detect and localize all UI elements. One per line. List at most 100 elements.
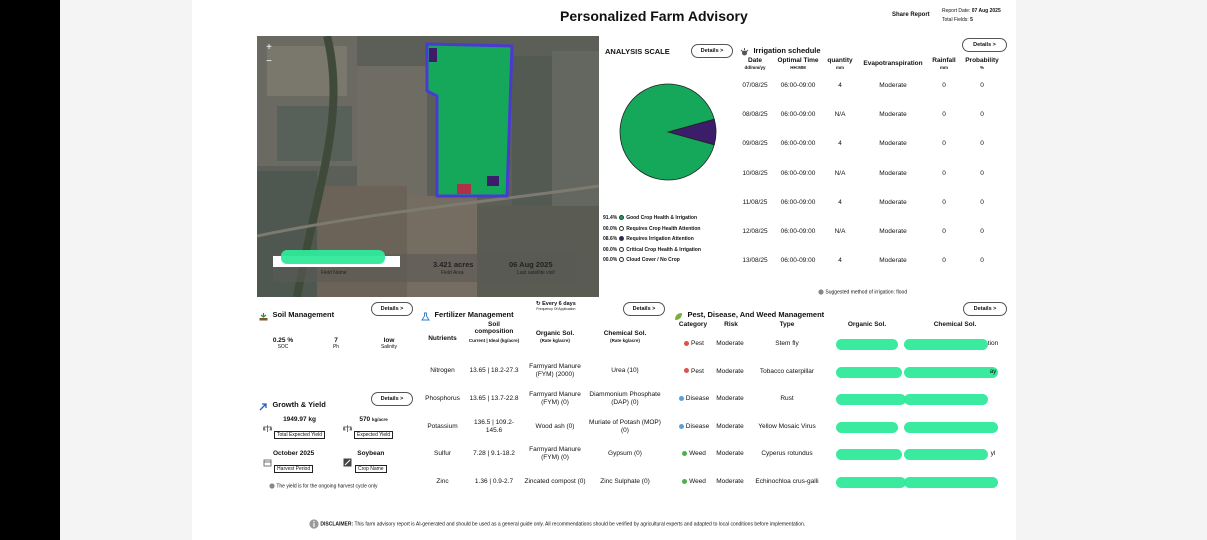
pest-chemical-redacted: [904, 394, 988, 406]
irrigation-cell-prob: 0: [980, 169, 984, 177]
legend-item: 00.0% Cloud Cover / No Crop: [603, 257, 680, 263]
irrigation-cell-time: 06:00-09:00: [780, 169, 816, 177]
yield-note: The yield is for the ongoing harvest cyc…: [269, 483, 377, 489]
irrigation-title: Irrigation schedule: [740, 40, 821, 58]
pest-organic-redacted: [836, 366, 902, 378]
pest-cell-risk: Moderate: [716, 340, 744, 347]
pest-cell-risk: Moderate: [716, 367, 744, 375]
pest-chemical-redacted: [904, 477, 998, 488]
fert-header-chemical: Chemical Sol. (Rate kg/acre): [603, 330, 647, 343]
pest-chemical-tail: ay: [989, 367, 997, 375]
irrigation-cell-date: 10/08/25: [742, 169, 768, 177]
pest-cell-category: Weed: [672, 478, 716, 485]
irrigation-cell-rain: 0: [942, 169, 946, 177]
pest-cell-risk: Moderate: [716, 422, 744, 430]
fertilizer-cell-soil: 13.65 | 18.2-27.3: [469, 367, 519, 374]
irr-header-evap: Evapotranspiration: [863, 60, 923, 67]
analysis-details-button[interactable]: Details >: [691, 44, 733, 58]
fertilizer-cell-soil: 1.36 | 0.9-2.7: [474, 478, 514, 486]
pest-organic-redacted: [836, 449, 902, 461]
satellite-date: 06 Aug 2025: [509, 260, 553, 269]
analysis-legend: 91.4% Good Crop Health & Irrigation 00.0% R…: [603, 213, 701, 266]
irrigation-cell-prob: 0: [980, 257, 984, 265]
report-date: 07 Aug 2025: [971, 8, 1001, 14]
analysis-pie-chart: [619, 83, 717, 181]
pest-cell-type: Yellow Mosaic Virus: [758, 422, 816, 430]
info-icon: [818, 289, 824, 295]
category-dot-icon: [683, 340, 689, 346]
irrigation-details-button[interactable]: Details >: [962, 38, 1007, 52]
calendar-icon: [263, 454, 272, 472]
pest-cell-category: Pest: [672, 340, 716, 347]
legend-item: 00.0% Critical Crop Health & Irrigation: [603, 246, 701, 253]
legend-swatch: [619, 246, 625, 252]
analysis-scale-title: ANALYSIS SCALE: [605, 47, 670, 56]
zoom-out-button[interactable]: −: [266, 56, 272, 67]
legend-item: 91.4% Good Crop Health & Irrigation: [603, 215, 698, 221]
irrigation-cell-time: 06:00-09:00: [780, 82, 816, 89]
fertilizer-cell-soil: 13.65 | 13.7-22.8: [469, 394, 519, 402]
irrigation-cell-evap: Moderate: [879, 228, 907, 235]
irrigation-cell-rain: 0: [942, 140, 946, 148]
field-satellite-map[interactable]: + − Field Name 3.421 acres Field Area 06…: [257, 36, 599, 297]
fertilizer-cell-organic: Zincated compost (0): [524, 478, 586, 486]
pest-cell-type: Tobacco caterpillar: [759, 367, 815, 375]
disclaimer: DISCLAIMER: This farm advisory report is…: [309, 519, 805, 529]
irrigation-cell-date: 12/08/25: [742, 228, 768, 235]
fertilizer-cell-organic: Wood ash (0): [535, 422, 575, 430]
scale-icon-2: [342, 420, 353, 438]
pest-chemical-redacted: [904, 421, 998, 433]
legend-item: 00.0% Requires Crop Health Attention: [603, 225, 701, 232]
irrigation-cell-time: 06:00-09:00: [780, 140, 816, 148]
irrigation-cell-qty: 4: [838, 257, 842, 265]
irrigation-cell-evap: Moderate: [879, 169, 907, 177]
irr-header-date: Date dd/mm/yy: [744, 57, 766, 70]
fertilizer-cell-nutrient: Zinc: [436, 478, 449, 486]
fertilizer-cell-chemical: Muriate of Potash (MOP) (0): [589, 418, 661, 434]
fert-header-organic: Organic Sol. (Rate kg/acre): [535, 330, 575, 343]
pest-cell-type: Stem fly: [775, 340, 799, 347]
irrigation-cell-date: 09/08/25: [742, 140, 768, 148]
irrigation-cell-qty: N/A: [834, 111, 846, 119]
ph-value: 7 Ph: [332, 337, 340, 350]
pest-organic-redacted: [836, 394, 906, 406]
soil-icon: [259, 308, 268, 321]
total-yield: 1949.97 kg Total Expected Yield: [274, 416, 326, 441]
pest-organic-redacted: [836, 421, 898, 433]
irrigation-cell-rain: 0: [942, 111, 946, 119]
irr-header-qty: quantity mm: [827, 57, 853, 70]
irr-header-rain: Rainfall mm: [932, 57, 956, 70]
irrigation-cell-qty: N/A: [834, 228, 846, 235]
pest-details-button[interactable]: Details >: [963, 302, 1007, 316]
fert-header-nutrients: Nutrients: [428, 335, 457, 342]
pest-chemical-redacted: [904, 449, 988, 461]
pie-slice: [619, 83, 715, 181]
fertilizer-cell-chemical: Urea (10): [611, 367, 639, 374]
soil-details-button[interactable]: Details >: [371, 302, 413, 316]
irrigation-cell-evap: Moderate: [879, 198, 907, 206]
fertilizer-cell-chemical: Diammonium Phosphate (DAP) (0): [589, 390, 661, 406]
pest-cell-category: Disease: [672, 423, 716, 430]
fertilizer-cell-nutrient: Sulfur: [434, 450, 451, 458]
pest-organic-redacted: [836, 477, 906, 488]
growth-details-button[interactable]: Details >: [371, 392, 413, 406]
fertilizer-cell-chemical: Zinc Sulphate (0): [600, 478, 650, 486]
pest-organic-redacted: [836, 339, 898, 350]
pest-header-risk: Risk: [724, 321, 738, 328]
share-report-button[interactable]: Share Report: [892, 12, 930, 18]
zoom-in-button[interactable]: +: [266, 42, 272, 53]
fertilizer-title: Fertilizer Management: [421, 304, 514, 322]
fert-header-soil: Soil composition Current | Ideal (kg/acre…: [468, 321, 520, 343]
irrigation-cell-date: 13/08/25: [742, 257, 768, 265]
fertilizer-cell-nutrient: Nitrogen: [430, 367, 455, 374]
legend-swatch: [619, 215, 625, 221]
field-area-label: Field Area: [441, 270, 464, 276]
growth-title: Growth & Yield: [259, 394, 326, 412]
pest-cell-risk: Moderate: [716, 395, 744, 403]
info-icon: [309, 519, 319, 529]
fertilizer-details-button[interactable]: Details >: [623, 302, 665, 316]
total-fields: 5: [970, 17, 973, 23]
irrigation-cell-time: 06:00-09:00: [780, 257, 816, 265]
crop-icon: [343, 454, 352, 472]
irrigation-cell-prob: 0: [980, 140, 984, 148]
